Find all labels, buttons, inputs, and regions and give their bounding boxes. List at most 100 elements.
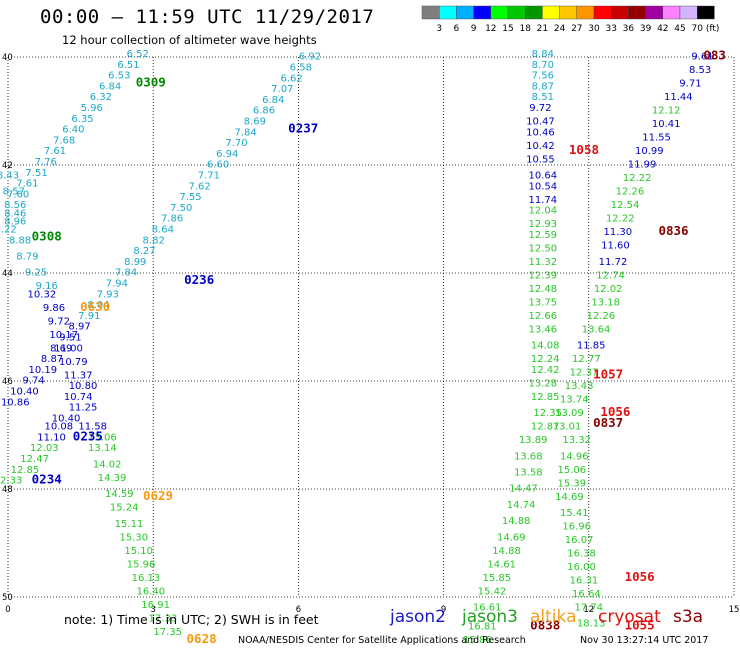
pass-time-tag: 0309: [136, 75, 166, 90]
wave-height-point: 8.22: [0, 225, 17, 236]
wave-height-point: 16.61: [473, 603, 502, 614]
wave-height-point: 10.74: [64, 392, 93, 403]
wave-height-point: 8.70: [532, 60, 554, 71]
wave-height-point: 9.72: [529, 103, 551, 114]
y-tick-label: 46: [2, 377, 13, 387]
wave-height-point: 12.66: [528, 311, 557, 322]
colorbar-label: 24: [554, 24, 566, 34]
footer-timestamp: Nov 30 13:27:14 UTC 2017: [580, 635, 709, 646]
wave-height-point: 11.37: [64, 370, 93, 381]
wave-height-point: 11.44: [664, 92, 693, 103]
wave-height-point: 7.60: [7, 189, 29, 200]
wave-height-point: 8.69: [244, 117, 266, 128]
series-track-0836b: 12.12: [652, 106, 681, 117]
pass-time-tag: 0836: [658, 223, 688, 238]
wave-height-point: 12.47: [20, 454, 49, 465]
wave-height-point: 13.09: [555, 408, 584, 419]
wave-height-point: 7.70: [225, 138, 247, 149]
wave-height-point: 11.10: [37, 432, 66, 443]
wave-height-point: 7.61: [44, 146, 66, 157]
wave-height-point: 12.74: [596, 270, 625, 281]
series-track-0237: 6.926.586.627.076.846.868.697.847.706.94…: [78, 52, 321, 322]
wave-height-point: 7.86: [161, 214, 183, 225]
colorbar-label: 12: [485, 24, 496, 34]
wave-height-point: 10.46: [526, 127, 555, 138]
colorbar-label: 33: [605, 24, 616, 34]
wave-height-point: 12.33: [0, 476, 22, 487]
wave-height-point: 16.91: [141, 600, 170, 611]
colorbar-swatch: [697, 5, 715, 20]
series-track-0838: 8.848.707.568.878.51: [532, 49, 554, 103]
wave-height-point: 8.04: [87, 300, 109, 311]
x-tick-label: 12: [583, 605, 594, 615]
wave-height-point: 14.59: [105, 489, 134, 500]
wave-height-point: 11.32: [528, 257, 557, 268]
wave-height-point: 11.85: [577, 341, 606, 352]
wave-height-point: 13.46: [528, 324, 557, 335]
wave-height-point: 11.55: [642, 133, 671, 144]
wave-height-point: 8.64: [152, 225, 174, 236]
wave-height-point: 10.40: [10, 387, 39, 398]
wave-height-point: 8.99: [124, 257, 146, 268]
pass-time-tag: 0837: [593, 415, 623, 430]
pass-time-tag: 1055: [625, 617, 655, 632]
x-tick-label: 6: [296, 605, 301, 615]
wave-height-point: 8.84: [532, 49, 554, 60]
wave-height-point: 9.74: [23, 376, 45, 387]
pass-time-tag: 083: [703, 48, 726, 63]
series-track-0836e: 11.30 11.60 11.72: [599, 227, 632, 268]
y-tick-label: 44: [2, 269, 13, 279]
wave-height-point: 15.85: [483, 573, 512, 584]
wave-height-point: 14.39: [98, 473, 127, 484]
wave-height-point: 14.88: [502, 516, 531, 527]
wave-height-point: 10.17: [49, 330, 78, 341]
wave-height-point: 8.88: [9, 235, 31, 246]
wave-height-point: 10.55: [526, 154, 555, 165]
wave-height-point: 16.96: [562, 522, 591, 533]
pass-time-tag: 1058: [569, 142, 599, 157]
series-track-0309: 6.526.516.536.846.325.966.356.407.687.61…: [7, 49, 149, 200]
wave-height-point: 11.25: [69, 403, 98, 414]
wave-height-point: 6.94: [216, 149, 238, 160]
wave-height-point: 11.30: [604, 227, 633, 238]
pass-time-tag: 0629: [143, 488, 173, 503]
wave-height-point: 13.18: [591, 297, 620, 308]
colorbar-unit: (ft): [706, 24, 720, 34]
wave-height-point: 6.58: [290, 63, 312, 74]
wave-height-point: 6.40: [62, 125, 84, 136]
wave-height-point: 18.13: [577, 619, 606, 630]
wave-height-point: 12.85: [531, 392, 560, 403]
wave-height-point: 13.68: [514, 451, 543, 462]
wave-height-point: 17.33: [149, 613, 178, 624]
wave-height-point: 7.07: [271, 84, 293, 95]
series-track-0628: 15.30 15.10 15.96 16.13 16.40 16.91 17.33 17.35: [120, 532, 183, 638]
wave-height-point: 7.94: [106, 279, 128, 290]
series-track-0836: 9.61 8.53 9.71 11.44: [664, 52, 714, 103]
pass-time-tag: 0235: [73, 428, 103, 443]
wave-height-point: 12.39: [528, 270, 557, 281]
wave-height-point: 12.93: [528, 219, 557, 230]
y-tick-label: 50: [2, 593, 13, 603]
wave-height-point: 16.64: [572, 589, 601, 600]
wave-height-point: 11.72: [599, 257, 628, 268]
colorbar-label: 70: [691, 24, 703, 34]
wave-height-point: 14.88: [492, 546, 521, 557]
wave-height-point: 13.64: [582, 324, 611, 335]
legend-jason3: jason3: [462, 607, 518, 627]
wave-height-point: 7.50: [170, 203, 192, 214]
wave-height-point: 6.52: [127, 49, 149, 60]
wave-height-point: 12.77: [572, 354, 601, 365]
wave-height-point: 12.35: [533, 408, 562, 419]
wave-height-point: 16.07: [565, 535, 594, 546]
wave-height-point: 12.59: [528, 230, 557, 241]
wave-height-point: 15.41: [560, 508, 589, 519]
wave-height-point: 8.51: [532, 92, 554, 103]
wave-height-point: 7.61: [16, 179, 38, 190]
x-tick-label: 9: [441, 605, 446, 615]
wave-height-point: 7.93: [97, 289, 119, 300]
wave-height-point: 14.69: [497, 532, 526, 543]
wave-height-point: 8.87: [41, 354, 63, 365]
wave-height-point: 7.91: [78, 311, 100, 322]
wave-height-point: 10.64: [528, 171, 557, 182]
